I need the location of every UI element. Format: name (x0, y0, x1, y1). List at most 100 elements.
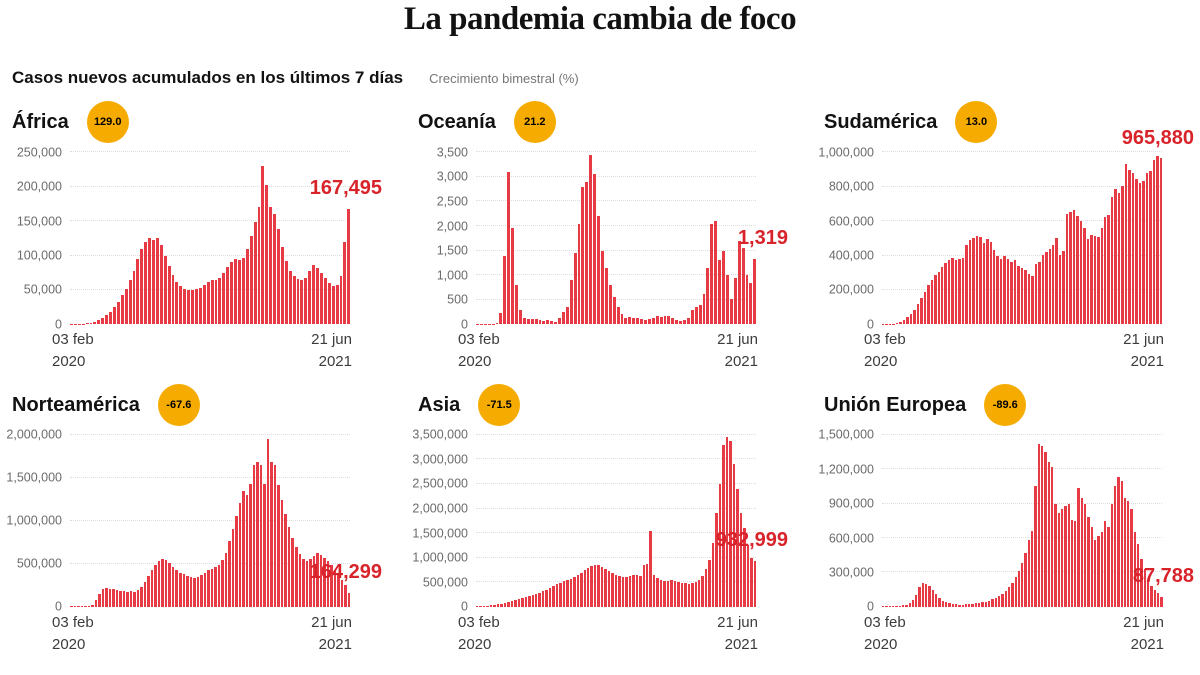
bar (517, 599, 521, 607)
bar (715, 513, 718, 607)
x-end-label: 21 jun 2021 (311, 331, 352, 371)
bar (263, 483, 266, 607)
gridline (882, 433, 1162, 435)
bar (245, 495, 249, 607)
chart-panel: África 129.0 0 50,000 100,000 150,000 200,00… (12, 100, 382, 373)
y-tick-label: 0 (867, 599, 874, 614)
bar (911, 599, 915, 607)
subhead: Casos nuevos acumulados en los últimos 7… (0, 68, 1200, 88)
bar (249, 236, 253, 325)
bar (624, 317, 628, 325)
x-start-label: 03 feb 2020 (458, 331, 500, 371)
bar (265, 185, 269, 325)
x-start-label: 03 feb 2020 (52, 331, 94, 371)
bar (482, 605, 486, 607)
bar (550, 320, 554, 325)
bar (651, 318, 655, 325)
region-title: Norteamérica (12, 393, 140, 416)
bar (1010, 262, 1013, 325)
gridline (476, 433, 756, 435)
bar (1001, 593, 1004, 607)
bar (916, 303, 920, 325)
bar (518, 309, 522, 325)
bar (611, 573, 614, 607)
bar (663, 580, 666, 607)
x-axis: 03 feb 2020 21 jun 2021 (418, 329, 788, 373)
bar (101, 318, 105, 325)
bar (178, 572, 182, 607)
y-tick-label: 2,500,000 (412, 476, 468, 491)
bar (991, 599, 994, 607)
bar (93, 321, 97, 325)
bar (902, 320, 906, 325)
bar (136, 258, 140, 325)
bar (222, 273, 226, 325)
gridline (476, 175, 756, 177)
bar (1097, 237, 1100, 325)
final-value-label: 1,319 (737, 227, 788, 250)
bar (604, 569, 607, 607)
y-tick-label: 200,000 (828, 282, 874, 297)
bar (148, 238, 152, 325)
bar (277, 229, 280, 325)
bar (119, 590, 122, 607)
gridline (882, 185, 1162, 187)
bar (895, 322, 899, 325)
bar (129, 591, 133, 607)
y-tick-label: 1,200,000 (818, 461, 874, 476)
bar (479, 323, 483, 325)
bar (1037, 443, 1040, 607)
bar (231, 528, 235, 607)
bar (994, 597, 997, 607)
bar (70, 323, 73, 325)
bar (597, 565, 600, 607)
bar (249, 483, 252, 607)
gridlines (70, 151, 350, 324)
bar (968, 603, 971, 607)
bar (200, 575, 203, 607)
bar (704, 569, 708, 607)
bar (1045, 251, 1048, 325)
bar (552, 586, 555, 607)
bar (898, 605, 901, 607)
y-tick-label: 0 (55, 599, 62, 614)
bar (152, 240, 155, 325)
bar-series (70, 152, 351, 325)
bar (241, 258, 245, 325)
bar (628, 576, 632, 607)
gridline (476, 200, 756, 202)
bar (726, 275, 729, 325)
gridline (70, 433, 350, 435)
bar (1121, 185, 1124, 325)
gridline (476, 556, 756, 558)
bar (905, 604, 908, 607)
bar (1055, 238, 1058, 325)
x-end-label: 21 jun 2021 (717, 331, 758, 371)
bar (639, 575, 642, 607)
x-start-label: 03 feb 2020 (458, 613, 500, 653)
bar (347, 592, 351, 607)
bar (545, 589, 548, 607)
bar (340, 580, 344, 607)
y-tick-label: 600,000 (828, 213, 874, 228)
final-value-label: 167,495 (309, 177, 382, 200)
bar (885, 606, 888, 607)
x-axis: 03 feb 2020 21 jun 2021 (12, 329, 382, 373)
y-tick-label: 1,500,000 (412, 525, 468, 540)
bar (1135, 179, 1138, 325)
bar (256, 462, 259, 607)
bar (895, 606, 898, 607)
bar (175, 570, 178, 607)
bar (157, 561, 161, 607)
bar (996, 256, 999, 325)
bar (944, 602, 948, 607)
bar (649, 530, 652, 607)
bar (733, 277, 737, 325)
bar (951, 257, 954, 325)
bar (1152, 159, 1156, 325)
bar (202, 285, 206, 325)
bar (207, 569, 210, 607)
chart-panel: Oceanía 21.2 0 500 1,000 1,500 2,000 2,500 3,0… (418, 100, 788, 373)
bar (186, 576, 189, 607)
bar (1077, 487, 1080, 607)
